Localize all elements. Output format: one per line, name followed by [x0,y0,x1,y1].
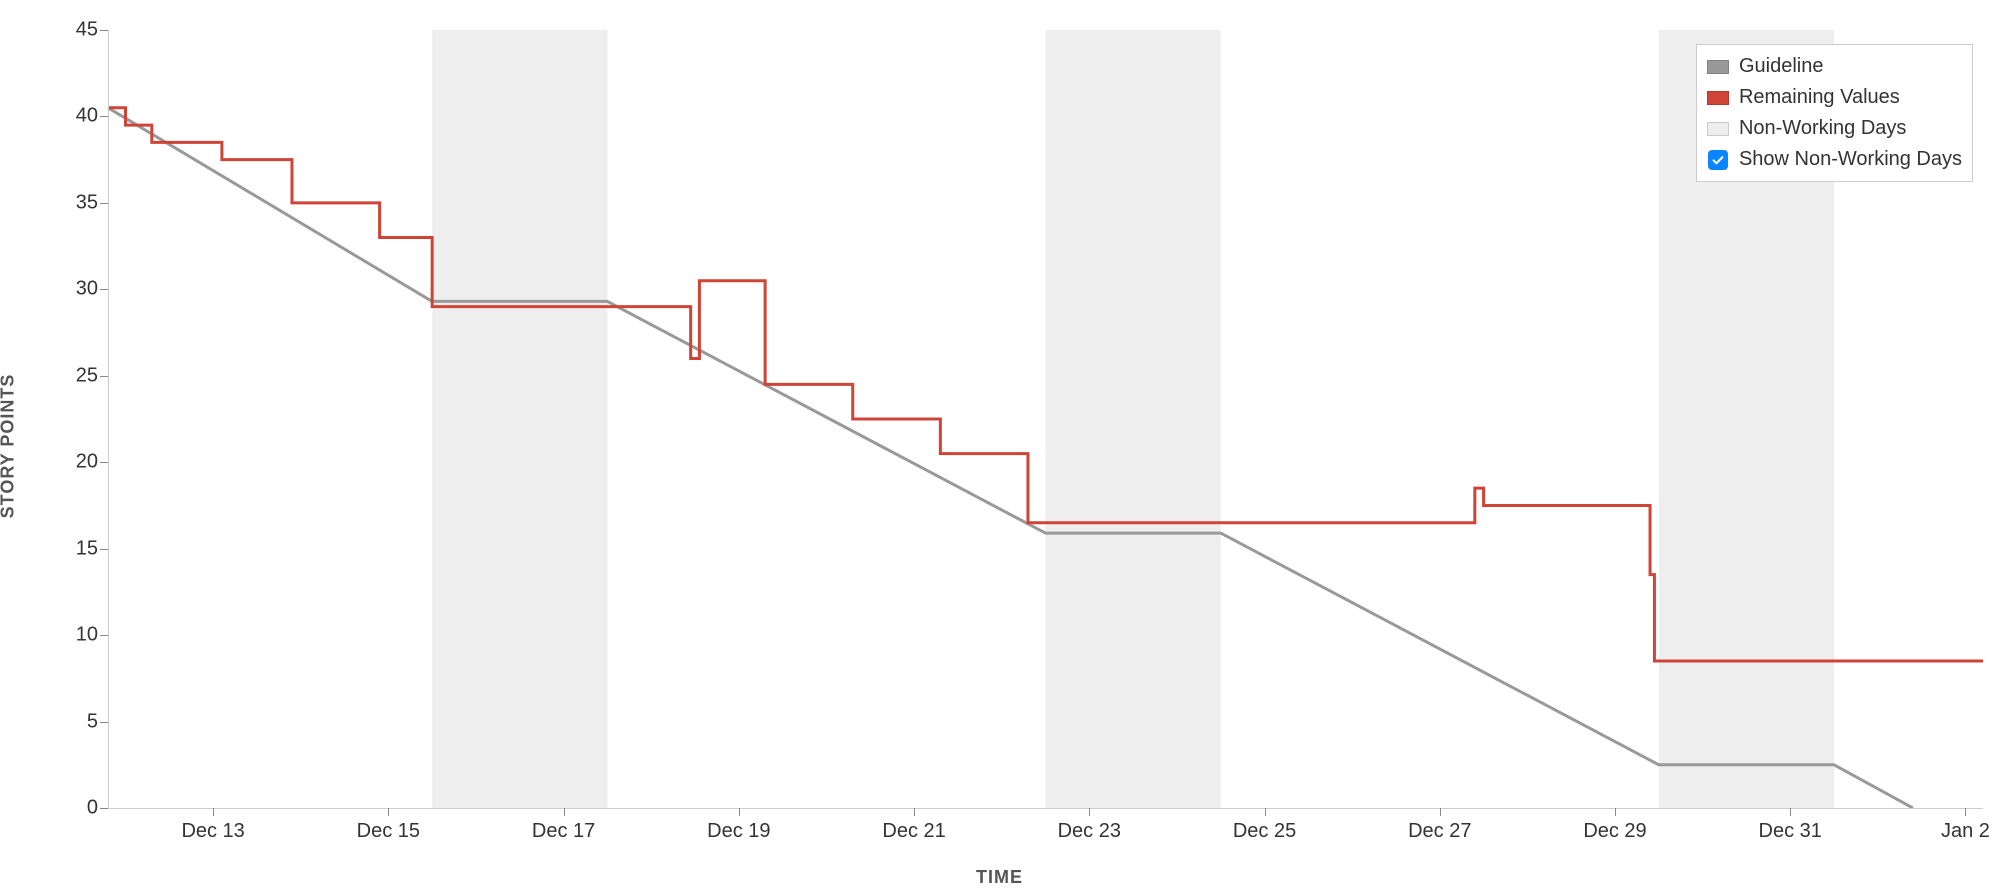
burndown-chart: STORY POINTS TIME 0 5 10 15 20 25 30 35 40 45 Dec … [0,0,1999,892]
x-tick-label: Dec 23 [1058,808,1121,843]
legend-item-nonworking[interactable]: Non-Working Days [1707,113,1962,144]
legend-label-show-nonworking: Show Non-Working Days [1739,148,1962,171]
legend-swatch-remaining [1707,91,1729,105]
chart-legend: Guideline Remaining Values Non-Working D… [1696,44,1973,182]
check-icon [1711,153,1725,167]
x-tick-label: Dec 27 [1408,808,1471,843]
legend-item-guideline[interactable]: Guideline [1707,51,1962,82]
x-tick-label: Dec 31 [1759,808,1822,843]
y-axis-title: STORY POINTS [0,374,19,519]
legend-swatch-guideline [1707,60,1729,74]
y-axis-line [108,30,109,808]
legend-item-show-nonworking[interactable]: Show Non-Working Days [1707,144,1962,175]
x-tick-label: Dec 21 [882,808,945,843]
x-tick-label: Dec 25 [1233,808,1296,843]
y-tick-label: 30 [38,278,108,301]
y-tick-label: 5 [38,710,108,733]
y-tick-label: 25 [38,364,108,387]
x-tick-label: Dec 13 [181,808,244,843]
legend-label-nonworking: Non-Working Days [1739,117,1906,140]
x-axis-title: TIME [976,867,1023,888]
legend-item-remaining[interactable]: Remaining Values [1707,82,1962,113]
x-tick-label: Dec 17 [532,808,595,843]
x-tick-label: Jan 2 [1941,808,1990,843]
y-tick-label: 0 [38,797,108,820]
legend-label-guideline: Guideline [1739,55,1824,78]
legend-swatch-nonworking [1707,122,1729,136]
x-tick-label: Dec 15 [357,808,420,843]
x-tick-label: Dec 29 [1583,808,1646,843]
x-tick-label: Dec 19 [707,808,770,843]
y-tick-label: 40 [38,105,108,128]
legend-label-remaining: Remaining Values [1739,86,1900,109]
y-tick-label: 15 [38,537,108,560]
y-tick-label: 20 [38,451,108,474]
y-tick-label: 35 [38,191,108,214]
y-tick-label: 45 [38,19,108,42]
show-nonworking-checkbox[interactable] [1708,150,1728,170]
y-tick-label: 10 [38,624,108,647]
